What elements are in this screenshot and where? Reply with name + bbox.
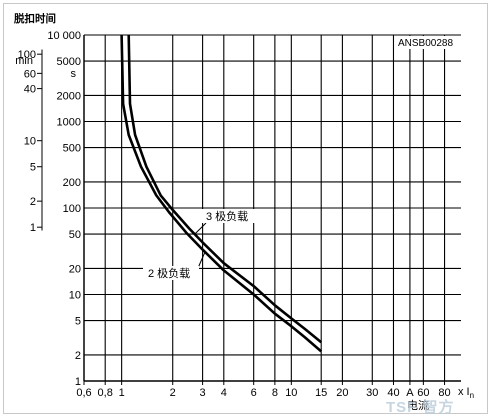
y-tick-label-min: 100 xyxy=(18,49,36,61)
x-tick-label: 3 xyxy=(200,387,206,399)
chart-code: ANSB00288 xyxy=(398,38,453,49)
series-line-2-pole xyxy=(120,34,323,353)
y-unit-min: min xyxy=(15,55,33,67)
label-3pole-bg xyxy=(201,209,257,223)
y-tick-label-min: 10 xyxy=(24,136,36,148)
annotation-leader-3-pole xyxy=(194,222,207,235)
y-tick-label-s: 2000 xyxy=(57,90,81,102)
y-tick-label-min: 40 xyxy=(24,84,36,96)
x-tick-label: 60 xyxy=(417,387,429,399)
y-tick-label-s: 10 000 xyxy=(47,30,81,42)
watermark: TSF 智方 xyxy=(386,398,455,416)
x-tick-label: 4 xyxy=(221,387,227,399)
x-tick-label: 30 xyxy=(366,387,378,399)
y-tick-label-s: 200 xyxy=(63,177,81,189)
annotation-2-pole: 2 极负载 xyxy=(148,266,190,280)
series-line-3-pole xyxy=(127,34,323,344)
x-tick-label: 20 xyxy=(336,387,348,399)
y-tick-label-s: 2 xyxy=(75,350,81,362)
y-tick-label-s: 1 xyxy=(75,376,81,388)
y-tick-label-s: 500 xyxy=(63,143,81,155)
horizontal-gridlines xyxy=(84,34,461,382)
x-tick-label: 40 xyxy=(387,387,399,399)
x-tick-label: 1 xyxy=(119,387,125,399)
x-tick-label: 10 xyxy=(285,387,297,399)
y-tick-label-min: 60 xyxy=(24,68,36,80)
label-2pole-bg xyxy=(143,266,199,280)
y-tick-label-min: 1 xyxy=(30,222,36,234)
tick-labels: 10 000 5000 2000 1000 500 200 100 50 20 10 5 2 1 100 6… xyxy=(18,30,451,399)
y-tick-label-s: 20 xyxy=(69,263,81,275)
x-axis-label: 电流 xyxy=(407,398,429,412)
y-tick-label-s: 5 xyxy=(75,316,81,328)
code-box xyxy=(396,36,460,49)
y-tick-label-min: 2 xyxy=(30,196,36,208)
y-tick-label-min: 5 xyxy=(30,162,36,174)
x-unit-suffix: x In xyxy=(458,386,474,400)
vertical-gridlines xyxy=(83,35,461,385)
y-tick-label-s: 1000 xyxy=(57,117,81,129)
x-tick-label: 6 xyxy=(251,387,257,399)
x-tick-label: 0,6 xyxy=(76,387,91,399)
y-unit-s: s xyxy=(71,68,77,80)
x-tick-label: 80 xyxy=(438,387,450,399)
x-tick-label: 15 xyxy=(315,387,327,399)
x-tick-label: 2 xyxy=(170,387,176,399)
y-tick-label-s: 50 xyxy=(69,229,81,241)
y-tick-label-s: 100 xyxy=(63,203,81,215)
y-axis-label: 脱扣时间 xyxy=(14,12,56,25)
y-tick-label-s: 10 xyxy=(69,290,81,302)
annotation-3-pole: 3 极负载 xyxy=(206,209,248,223)
x-tick-label: 0,8 xyxy=(98,387,113,399)
annotation-leader-2-pole xyxy=(197,251,206,269)
x-tick-label: 8 xyxy=(272,387,278,399)
x-tick-label: A xyxy=(406,387,414,399)
curves xyxy=(120,34,323,353)
y-tick-label-s: 5000 xyxy=(57,56,81,68)
